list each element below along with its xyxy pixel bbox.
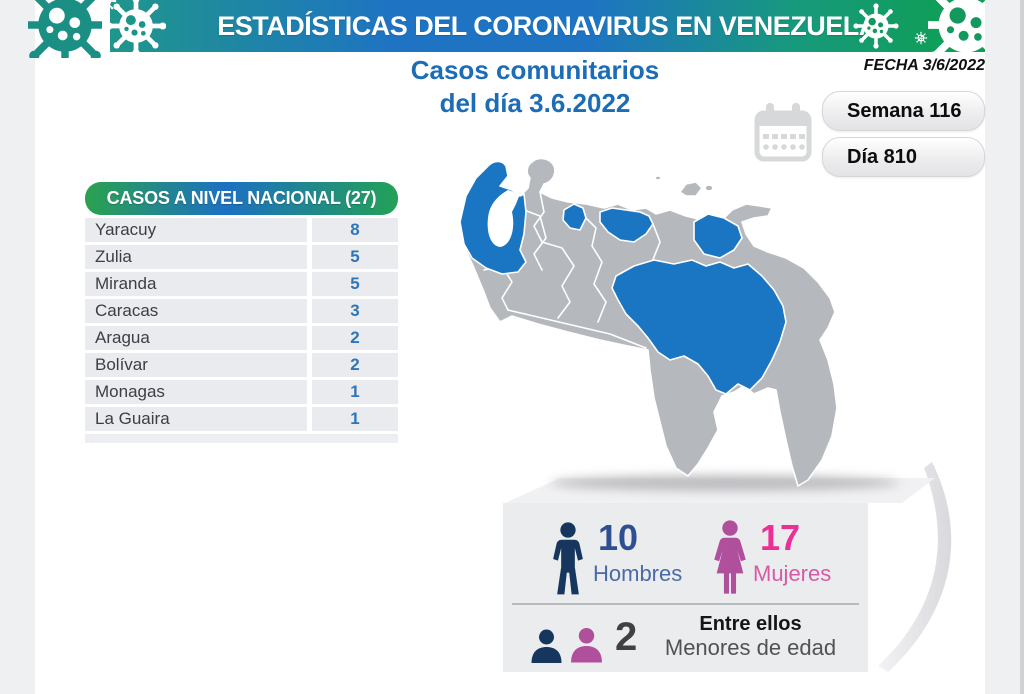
menores-label-line2: Menores de edad <box>664 635 837 660</box>
region-name-label: Caracas <box>85 299 307 323</box>
female-icon <box>714 520 746 594</box>
pedestal <box>505 462 952 672</box>
mujeres-value: 17 <box>760 517 801 558</box>
map-island-margarita <box>679 181 703 197</box>
banner-virus-icon <box>928 0 985 52</box>
page-title: Casos comunitarios del día 3.6.2022 <box>372 54 698 120</box>
right-edge-line <box>1020 0 1024 694</box>
case-count-value: 1 <box>312 407 398 431</box>
region-name-label: Bolívar <box>85 353 307 377</box>
menores-label-line1: Entre ellos <box>699 613 802 635</box>
case-count-value: 2 <box>312 326 398 350</box>
map-lake-maracaibo <box>487 190 520 247</box>
case-count-value: 2 <box>312 353 398 377</box>
semana-badge-label: Semana 116 <box>847 99 962 122</box>
male-icon <box>553 522 583 595</box>
menores-value: 2 <box>615 615 638 659</box>
banner-title: ESTADÍSTICAS DEL CORONAVIRUS EN VENEZUEL… <box>217 10 878 41</box>
map-state-yaracuy <box>562 203 587 231</box>
right-margin-strip <box>985 0 1024 694</box>
hombres-label: Hombres <box>593 561 683 586</box>
case-count-value: 8 <box>312 218 398 242</box>
banner-virus-icon <box>110 0 118 14</box>
region-name-label: Aragua <box>85 326 307 350</box>
region-name-label: Monagas <box>85 380 307 404</box>
pedestal-shadow <box>550 475 900 491</box>
cases-table-header: CASOS A NIVEL NACIONAL (27) <box>85 182 398 215</box>
banner-virus-icon <box>851 2 901 50</box>
region-name-label: Miranda <box>85 272 307 296</box>
stats-panel: 10 Hombres 17 Mujeres 2 Entre ellos Meno… <box>503 503 868 672</box>
table-row: Caracas 3 <box>85 299 398 323</box>
case-count-value: 1 <box>312 380 398 404</box>
map-state-bolivar <box>611 259 787 395</box>
mujeres-label: Mujeres <box>753 561 832 586</box>
region-name-label: Yaracuy <box>85 218 307 242</box>
page-curl-decoration <box>878 462 952 672</box>
map-island <box>704 184 714 192</box>
dia-badge: Día 810 <box>822 137 985 177</box>
banner: ESTADÍSTICAS DEL CORONAVIRUS EN VENEZUEL… <box>110 0 985 52</box>
male-bust-icon <box>531 629 562 663</box>
region-name-label: Zulia <box>85 245 307 269</box>
case-count-value: 3 <box>312 299 398 323</box>
cases-table: CASOS A NIVEL NACIONAL (27) Yaracuy 8 Zu… <box>85 182 398 443</box>
hombres-value: 10 <box>598 517 639 558</box>
region-name-label: La Guaira <box>85 407 307 431</box>
semana-badge: Semana 116 <box>822 91 985 131</box>
left-margin-strip <box>0 0 35 694</box>
map-state-monagas <box>693 213 743 259</box>
table-row: Aragua 2 <box>85 326 398 350</box>
table-row: Bolívar 2 <box>85 353 398 377</box>
page-title-line2: del día 3.6.2022 <box>439 88 631 118</box>
page-title-line1: Casos comunitarios <box>410 55 660 85</box>
corner-virus-icon <box>28 0 102 58</box>
map-island <box>654 175 662 181</box>
table-row: Monagas 1 <box>85 380 398 404</box>
fecha-label: FECHA 3/6/2022 <box>863 57 985 74</box>
table-row: La Guaira 1 <box>85 407 398 431</box>
table-row: Miranda 5 <box>85 272 398 296</box>
menores-label: Entre ellos Menores de edad <box>658 613 843 661</box>
case-count-value: 5 <box>312 245 398 269</box>
case-count-value: 5 <box>312 272 398 296</box>
table-footer-strip <box>85 434 398 443</box>
dia-badge-label: Día 810 <box>847 145 918 168</box>
calendar-icon <box>754 103 812 162</box>
venezuela-map <box>459 157 838 487</box>
map-state-miranda-caracas-aragua <box>599 207 654 243</box>
stats-divider <box>512 603 859 605</box>
female-bust-icon <box>571 628 602 663</box>
table-row: Zulia 5 <box>85 245 398 269</box>
table-row: Yaracuy 8 <box>85 218 398 242</box>
